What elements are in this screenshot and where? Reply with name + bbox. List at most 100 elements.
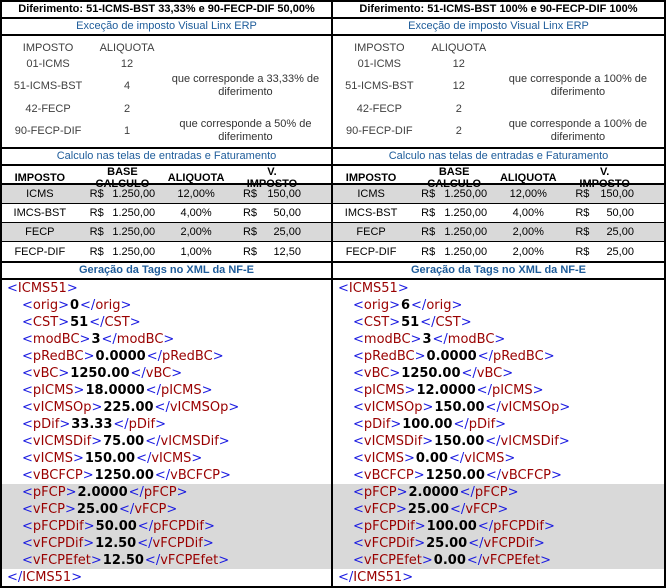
xml-tag-name: vICMSOp [500, 400, 560, 415]
open-bracket-slash: </ [128, 485, 144, 500]
imposto-cell: IMCS-BST [344, 207, 398, 219]
close-bracket: > [402, 570, 414, 585]
open-bracket: < [22, 451, 33, 466]
xml-tag-line: <pICMS>12.0000</pICMS> [333, 382, 664, 399]
open-bracket: < [7, 281, 18, 296]
currency-symbol: R$ [575, 188, 590, 200]
imposto-cell: FECP-DIF [345, 245, 397, 258]
xml-tag-line: <pDif>100.00</pDif> [333, 416, 664, 433]
calc-section-header: Calculo nas telas de entradas e Faturame… [2, 149, 331, 166]
exception-table-row: 51-ICMS-BST 4 que corresponde a 33,33% d… [2, 71, 331, 101]
xml-tag-name: modBC [447, 332, 495, 347]
close-bracket: > [460, 315, 472, 330]
close-bracket: > [83, 536, 95, 551]
open-bracket-slash: </ [476, 383, 492, 398]
close-bracket: > [176, 485, 188, 500]
close-bracket: > [58, 298, 69, 313]
xml-tag-name: pFCPDif [363, 519, 415, 534]
open-bracket: < [22, 383, 33, 398]
calc-table-rows: ICMS R$ 1.250,00 12,00% R$ 150,00 IMCS-BST… [333, 185, 664, 261]
close-bracket: > [422, 434, 434, 449]
xml-section-header: Geração da Tags no XML da NF-E [333, 263, 664, 280]
xml-tag-value: 6 [400, 298, 411, 313]
open-bracket: < [353, 451, 364, 466]
calc-table-rows: ICMS R$ 1.250,00 12,00% R$ 150,00 IMCS-BST… [2, 185, 331, 261]
xml-tag-name: pRedBC [363, 349, 415, 364]
close-bracket: > [559, 400, 571, 415]
currency-symbol: R$ [242, 226, 258, 238]
xml-tag-line: <vBC>1250.00</vBC> [2, 365, 331, 382]
open-bracket-slash: </ [477, 519, 494, 534]
close-bracket: > [166, 502, 178, 517]
close-bracket: > [422, 400, 434, 415]
close-bracket: > [59, 417, 71, 432]
xml-tag-name: pFCPDif [32, 519, 84, 534]
open-bracket: < [22, 315, 33, 330]
base-calculo-value: 1.250,00 [112, 226, 156, 238]
base-calculo-value: 1.250,00 [112, 245, 156, 258]
xml-tag-name: modBC [116, 332, 164, 347]
exception-table-row: 42-FECP 2 [333, 101, 664, 116]
imposto-cell: 51-ICMS-BST [345, 80, 414, 92]
close-bracket: > [414, 519, 426, 534]
base-calculo-header: BASE CALCULO [427, 166, 482, 190]
calc-table-header: IMPOSTO BASE CALCULO ALIQUOTA V. IMPOSTO [2, 166, 331, 190]
close-bracket: > [72, 451, 84, 466]
xml-tag-line: <vBC>1250.00</vBC> [333, 365, 664, 382]
xml-tag-name: vFCPEfet [363, 553, 422, 568]
currency-symbol: R$ [575, 226, 590, 238]
close-bracket: > [413, 468, 425, 483]
aliquota-cell: 12,00% [177, 188, 215, 200]
open-bracket-slash: </ [485, 400, 501, 415]
open-bracket: < [22, 553, 33, 568]
xml-tag-line: <pFCP>2.0000</pFCP> [333, 484, 664, 501]
open-bracket-slash: </ [485, 434, 501, 449]
xml-root-open-line: <ICMS51> [333, 280, 664, 297]
close-bracket: > [120, 298, 132, 313]
open-bracket: < [22, 485, 33, 500]
xml-tag-name: pICMS [363, 383, 405, 398]
xml-tag-value: 51 [70, 315, 89, 330]
close-bracket: > [66, 281, 78, 296]
xml-root-name: ICMS51 [17, 281, 67, 296]
base-calculo-value: 1.250,00 [112, 207, 156, 219]
close-bracket: > [65, 485, 77, 500]
close-bracket: > [532, 383, 544, 398]
xml-tag-name: pFCP [32, 485, 66, 500]
open-bracket: < [22, 298, 33, 313]
xml-tag-value: 2.0000 [77, 485, 128, 500]
xml-tag-value: 25.00 [407, 502, 450, 517]
xml-tag-line: <vFCPEfet>0.00</vFCPEfet> [333, 552, 664, 569]
xml-tag-name: vFCP [134, 502, 167, 517]
xml-tag-name: vFCP [363, 502, 396, 517]
open-bracket-slash: </ [145, 434, 161, 449]
calc-table-row: ICMS R$ 1.250,00 12,00% R$ 150,00 [2, 185, 331, 204]
open-bracket-slash: </ [450, 502, 466, 517]
close-bracket: > [403, 451, 415, 466]
close-bracket: > [65, 502, 76, 517]
aliquota-cell: 2,00% [512, 226, 544, 238]
close-bracket: > [410, 332, 422, 347]
calc-table-header: IMPOSTO BASE CALCULO ALIQUOTA V. IMPOSTO [333, 166, 664, 190]
xml-tag-name: vFCPDif [32, 536, 84, 551]
note-cell: que corresponde a 50% de diferimento [179, 118, 312, 143]
open-bracket: < [353, 536, 364, 551]
xml-tag-name: pRedBC [161, 349, 213, 364]
exception-table-rows: 01-ICMS 12 51-ICMS-BST 4 que corresponde… [2, 56, 331, 146]
open-bracket: < [353, 434, 364, 449]
base-calculo-cell: R$ 1.250,00 [409, 246, 495, 258]
aliquota-cell: 4,00% [512, 207, 544, 219]
xml-tag-line: <vBCFCP>1250.00</vBCFCP> [2, 467, 331, 484]
xml-tag-name: pRedBC [32, 349, 84, 364]
imposto-header: IMPOSTO [14, 172, 66, 184]
open-bracket-slash: </ [485, 468, 502, 483]
xml-tag-value: 75.00 [103, 434, 145, 449]
imposto-header: IMPOSTO [345, 172, 397, 184]
comparison-column-left: Diferimento: 51-ICMS-BST 33,33% e 90-FEC… [2, 2, 333, 586]
currency-symbol: R$ [89, 226, 104, 238]
xml-tag-name: pICMS [491, 383, 533, 398]
valor-imposto-cell: R$ 25,00 [229, 226, 331, 238]
xml-tag-name: CST [363, 315, 390, 330]
open-bracket: < [22, 417, 33, 432]
xml-tag-name: vFCP [32, 502, 65, 517]
